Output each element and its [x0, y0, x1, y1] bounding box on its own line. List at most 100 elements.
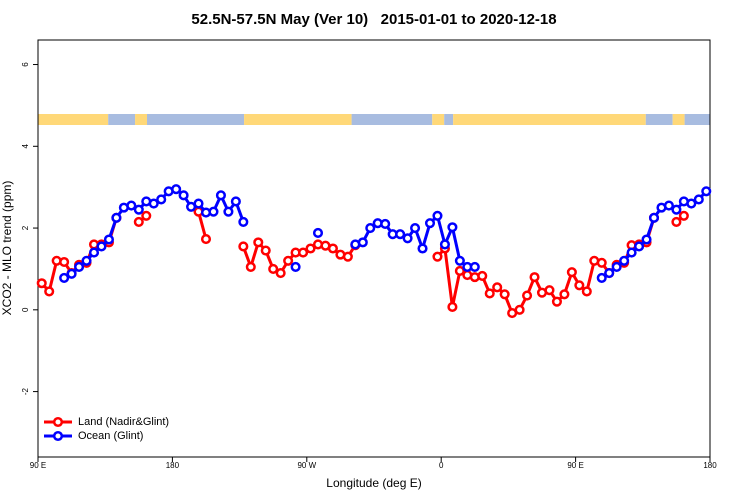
point — [671, 204, 682, 215]
strip-segment — [147, 114, 245, 125]
point — [454, 265, 465, 277]
point — [626, 247, 637, 258]
point — [312, 227, 324, 239]
x-tick-label: 180 — [166, 461, 180, 470]
point — [574, 280, 585, 291]
plot-frame — [37, 39, 711, 458]
point — [514, 304, 525, 315]
point — [238, 241, 249, 252]
point — [133, 216, 144, 227]
y-tick-label: 4 — [21, 144, 30, 149]
x-tick-label: 0 — [439, 461, 444, 470]
point — [275, 267, 286, 279]
point — [596, 272, 607, 283]
point — [171, 184, 182, 195]
point — [611, 261, 622, 272]
point — [522, 290, 533, 301]
point — [410, 223, 421, 234]
point — [686, 198, 697, 209]
point — [178, 190, 189, 201]
point — [648, 212, 660, 223]
strip-segment — [645, 114, 673, 125]
point — [59, 272, 70, 283]
point — [148, 198, 159, 209]
point — [298, 247, 309, 258]
point — [208, 206, 219, 217]
point — [245, 261, 256, 272]
point — [641, 234, 652, 245]
point — [283, 255, 294, 266]
point — [268, 263, 279, 274]
point — [126, 200, 137, 211]
point — [671, 216, 682, 227]
point — [469, 261, 480, 272]
legend-label: Ocean (Glint) — [78, 430, 143, 442]
point — [581, 286, 592, 297]
point — [36, 278, 47, 289]
legend-marker — [52, 430, 64, 442]
y-tick-label: 0 — [21, 307, 30, 312]
y-tick-label: 6 — [21, 62, 30, 67]
point — [402, 233, 413, 244]
x-tick-label: 90 E — [567, 461, 583, 470]
point — [380, 218, 391, 230]
point — [111, 212, 122, 223]
strip-segment — [38, 114, 109, 125]
x-tick-label: 180 — [703, 461, 717, 470]
point — [447, 301, 458, 313]
strip-segment — [672, 114, 685, 125]
x-tick-label: 90 E — [30, 461, 46, 470]
point — [559, 289, 570, 300]
y-axis-label: XCO2 - MLO trend (ppm) — [0, 181, 14, 316]
strip-segment — [444, 114, 454, 125]
chart-title: 52.5N-57.5N May (Ver 10) 2015-01-01 to 2… — [191, 11, 556, 28]
point — [133, 204, 144, 215]
point — [81, 255, 92, 266]
point — [432, 251, 443, 262]
point — [424, 218, 436, 229]
point — [44, 286, 55, 297]
point — [484, 288, 495, 299]
point — [230, 196, 241, 207]
point — [701, 186, 712, 197]
x-tick-label: 90 W — [297, 461, 316, 470]
land-ocean-strip — [38, 114, 710, 125]
point — [238, 216, 249, 227]
point — [253, 237, 264, 248]
point — [357, 237, 368, 248]
strip-segment — [453, 114, 646, 125]
point — [327, 243, 338, 254]
point — [604, 267, 615, 279]
point — [200, 234, 212, 245]
point — [439, 239, 450, 250]
point — [678, 210, 689, 221]
point — [96, 241, 107, 252]
point — [693, 194, 704, 205]
point — [74, 261, 85, 272]
point — [260, 245, 271, 256]
point — [88, 247, 100, 258]
point — [342, 251, 353, 262]
point — [619, 255, 630, 266]
x-axis-label: Longitude (deg E) — [326, 476, 421, 490]
point — [634, 241, 645, 252]
point — [499, 289, 510, 300]
point — [156, 194, 167, 205]
point — [66, 268, 77, 279]
point — [663, 200, 674, 211]
strip-segment — [684, 114, 710, 125]
legend-label: Land (Nadir&Glint) — [78, 416, 169, 428]
point — [215, 190, 226, 201]
point — [290, 261, 301, 272]
point — [223, 206, 234, 217]
point — [417, 243, 428, 254]
point — [305, 243, 316, 254]
point — [193, 198, 204, 209]
strip-segment — [135, 114, 148, 125]
point — [103, 234, 114, 245]
point — [477, 270, 488, 281]
point — [596, 257, 607, 268]
series-line — [40, 217, 118, 295]
